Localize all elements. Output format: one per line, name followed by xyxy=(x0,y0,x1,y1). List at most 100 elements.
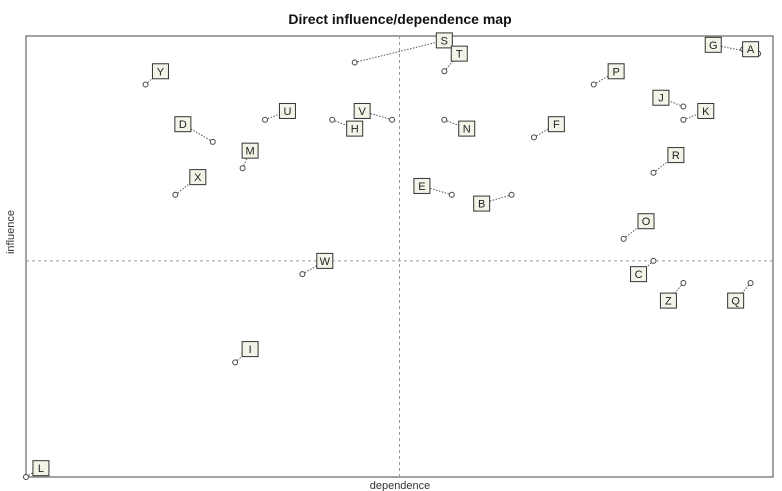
point-marker xyxy=(262,116,269,123)
point-label: O xyxy=(642,216,651,228)
point-marker xyxy=(530,134,537,141)
point-marker xyxy=(650,257,657,264)
point-label: E xyxy=(418,181,425,193)
data-point-d: D xyxy=(174,116,216,145)
point-label: P xyxy=(612,66,619,78)
data-point-b: B xyxy=(473,191,515,212)
point-marker xyxy=(209,138,216,145)
point-label: X xyxy=(194,172,202,184)
point-label: D xyxy=(179,119,187,131)
point-label-box xyxy=(607,63,625,80)
point-label: U xyxy=(283,106,291,118)
point-label-box xyxy=(174,116,192,133)
data-point-q: Q xyxy=(727,279,754,309)
point-label-box xyxy=(652,89,670,106)
point-label: I xyxy=(249,344,252,356)
data-point-j: J xyxy=(652,89,687,110)
point-leader-line xyxy=(264,110,288,121)
point-label: R xyxy=(672,150,680,162)
data-point-m: M xyxy=(239,142,259,172)
point-marker xyxy=(680,279,687,286)
point-label-box xyxy=(241,341,259,358)
point-marker xyxy=(329,116,336,123)
point-marker xyxy=(23,474,29,480)
point-label: H xyxy=(351,124,359,136)
data-point-h: H xyxy=(329,116,364,137)
point-label: J xyxy=(658,93,664,105)
point-label: Z xyxy=(665,296,672,308)
data-point-a: A xyxy=(740,41,760,58)
data-point-x: X xyxy=(172,169,207,198)
point-label-box xyxy=(316,252,334,269)
point-leader-line xyxy=(421,185,452,196)
point-label-box xyxy=(637,213,655,230)
point-label-box xyxy=(241,142,259,159)
point-label-box xyxy=(189,169,207,186)
point-label-box xyxy=(547,116,565,133)
point-label: B xyxy=(478,199,485,211)
x-axis-label: dependence xyxy=(370,480,431,491)
data-point-i: I xyxy=(232,341,259,366)
point-leader-line xyxy=(444,119,467,130)
points-layer: ST G A Y P J K U VH N F D M R X E B O W C Z Q I L xyxy=(23,32,762,480)
point-label-box xyxy=(435,32,453,49)
point-marker xyxy=(142,81,149,88)
point-marker xyxy=(299,271,306,278)
point-marker xyxy=(620,235,627,242)
data-point-v: V xyxy=(353,102,396,123)
chart-title: Direct influence/dependence map xyxy=(288,11,511,27)
point-label: K xyxy=(702,106,710,118)
point-marker xyxy=(680,116,687,123)
point-label: V xyxy=(358,106,366,118)
point-label: Y xyxy=(157,66,165,78)
data-point-z: Z xyxy=(659,279,687,309)
data-point-k: K xyxy=(680,102,715,123)
point-leader-line xyxy=(481,194,512,205)
data-point-w: W xyxy=(299,252,334,278)
point-marker xyxy=(232,359,239,366)
point-label-box xyxy=(346,120,364,137)
point-label-box xyxy=(413,177,431,194)
point-marker xyxy=(650,169,657,176)
point-label-box xyxy=(630,266,648,283)
point-label: A xyxy=(747,44,755,56)
point-label-box xyxy=(742,41,760,58)
point-leader-line xyxy=(683,110,706,121)
point-marker xyxy=(172,191,179,198)
point-label: W xyxy=(320,256,331,268)
point-label-box xyxy=(32,460,50,477)
point-label-box xyxy=(667,147,685,164)
point-label: C xyxy=(635,269,643,281)
data-point-p: P xyxy=(590,63,625,88)
data-point-o: O xyxy=(620,213,655,242)
point-label: G xyxy=(709,40,718,52)
point-label: T xyxy=(456,49,463,61)
point-label-box xyxy=(727,292,745,309)
point-label-box xyxy=(697,102,715,119)
data-point-n: N xyxy=(441,116,476,137)
point-marker xyxy=(441,116,448,123)
point-label: L xyxy=(38,463,44,475)
point-label-box xyxy=(473,195,491,212)
point-label: S xyxy=(441,35,448,47)
point-marker xyxy=(747,279,754,286)
point-leader-line xyxy=(332,119,355,130)
point-label-box xyxy=(353,102,371,119)
point-marker xyxy=(351,59,358,66)
data-point-t: T xyxy=(441,45,468,75)
point-label-box xyxy=(450,45,468,62)
data-point-c: C xyxy=(630,257,657,283)
point-marker xyxy=(441,68,448,75)
data-point-e: E xyxy=(413,177,455,198)
point-label-box xyxy=(704,36,722,53)
data-point-f: F xyxy=(530,116,565,141)
point-leader-line xyxy=(354,39,445,63)
point-marker xyxy=(448,191,455,198)
point-marker xyxy=(389,116,396,123)
point-leader-line xyxy=(660,97,684,108)
point-label-box xyxy=(458,120,476,137)
data-point-u: U xyxy=(262,102,296,123)
point-label: M xyxy=(246,146,255,158)
y-axis-label: influence xyxy=(5,210,17,254)
point-marker xyxy=(508,191,515,198)
